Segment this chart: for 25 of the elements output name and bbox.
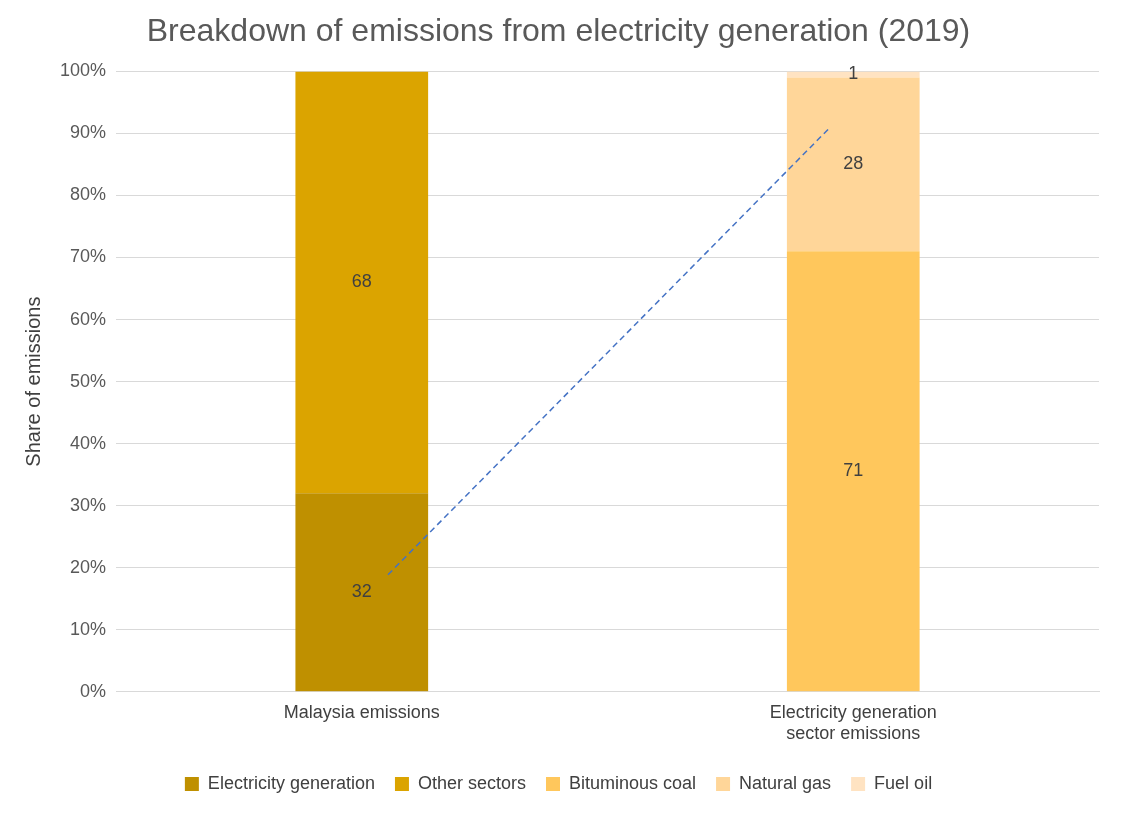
x-tick-label: Malaysia emissions xyxy=(283,701,440,722)
data-label: 32 xyxy=(351,581,372,602)
legend-label: Electricity generation xyxy=(207,772,375,793)
legend-label: Other sectors xyxy=(417,772,526,793)
y-tick-label: 80% xyxy=(70,184,107,205)
y-tick-label: 0% xyxy=(80,680,107,701)
y-tick-label: 90% xyxy=(70,122,107,143)
y-tick-label: 70% xyxy=(70,246,107,267)
y-tick-label: 20% xyxy=(70,556,107,577)
y-axis-title: Share of emissions xyxy=(21,296,44,467)
y-tick-label: 30% xyxy=(70,494,107,515)
y-tick-label: 50% xyxy=(70,370,107,391)
data-label: 28 xyxy=(843,153,864,174)
y-tick-label: 40% xyxy=(70,432,107,453)
data-label: 1 xyxy=(848,63,859,84)
x-tick-label: Electricity generation sector emissions xyxy=(769,701,937,744)
legend-label: Bituminous coal xyxy=(568,772,697,793)
data-label: 71 xyxy=(843,460,864,481)
y-tick-label: 10% xyxy=(70,618,107,639)
y-tick-label: 60% xyxy=(70,308,107,329)
legend-label: Fuel oil xyxy=(874,772,933,793)
data-label: 68 xyxy=(351,271,372,292)
legend-label: Natural gas xyxy=(739,772,832,793)
y-tick-label: 100% xyxy=(59,60,107,81)
chart-title: Breakdown of emissions from electricity generation (2019) xyxy=(146,12,971,49)
